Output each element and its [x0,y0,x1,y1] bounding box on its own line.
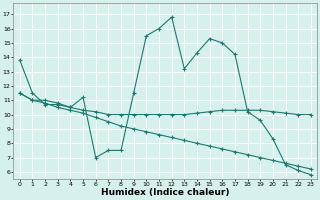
X-axis label: Humidex (Indice chaleur): Humidex (Indice chaleur) [101,188,229,197]
